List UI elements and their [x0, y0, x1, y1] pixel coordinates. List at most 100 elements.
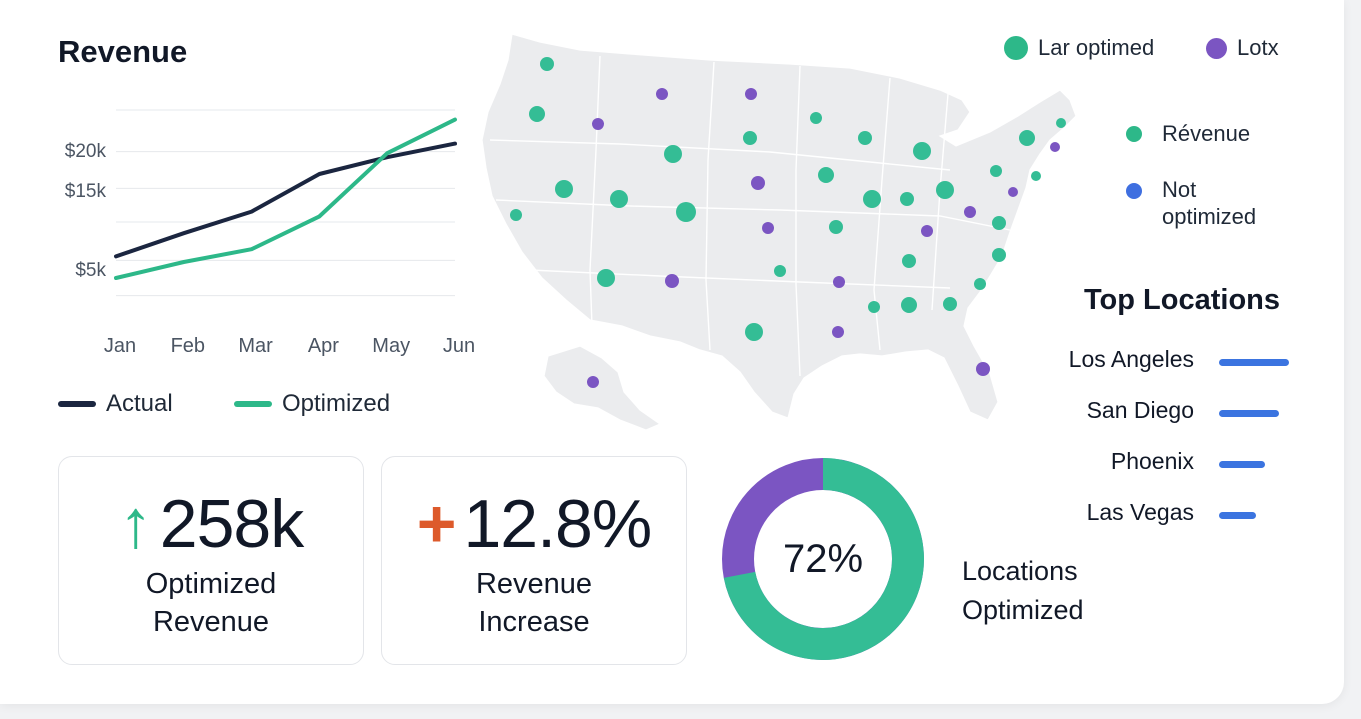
map-location-dot — [810, 112, 822, 124]
map-location-dot — [943, 297, 957, 311]
kpi-optimized-revenue-value: 258k — [159, 486, 304, 562]
map-location-dot — [901, 297, 917, 313]
map-location-dot — [902, 254, 916, 268]
top-location-row: Los Angeles — [1020, 346, 1300, 376]
map-location-dot — [664, 145, 682, 163]
map-location-dot — [745, 323, 763, 341]
map-location-dot — [1031, 171, 1041, 181]
top-locations-title: Top Locations — [1084, 284, 1281, 316]
top-location-name: Las Vegas — [1086, 499, 1194, 525]
map-location-dot — [529, 106, 545, 122]
top-location-row: Las Vegas — [1020, 499, 1300, 529]
kpi-label-line: Revenue — [152, 606, 270, 638]
kpi-optimized-revenue-card: ↑ 258k Optimized Revenue — [58, 456, 364, 665]
map-location-dot — [1019, 130, 1035, 146]
top-location-name: San Diego — [1086, 397, 1194, 423]
map-location-dot — [665, 274, 679, 288]
series-line-actual — [114, 141, 457, 259]
dashboard-card: Revenue $20k $15k $5k Jan Feb Mar Apr May Jun Ac… — [0, 0, 1344, 704]
kpi-revenue-increase-card: +12.8% Revenue Increase — [381, 456, 687, 665]
map-location-dot — [597, 269, 615, 287]
map-location-dot — [610, 190, 628, 208]
top-location-row: Phoenix — [1020, 448, 1300, 478]
legend-green-dot — [1004, 36, 1028, 60]
legend-line: Not — [1162, 177, 1197, 202]
map-location-dot — [913, 142, 931, 160]
map-legend-optimized: Lar optimed — [1004, 35, 1154, 61]
map-location-dot — [751, 176, 765, 190]
map-legend-revenue: Révenue — [1126, 121, 1250, 147]
kpi-revenue-increase-label: Revenue Increase — [382, 565, 686, 641]
kpi-revenue-increase-value-row: +12.8% — [382, 485, 686, 563]
legend-optimized-swatch — [234, 401, 272, 407]
map-location-dot — [745, 88, 757, 100]
revenue-title: Revenue — [58, 34, 188, 69]
revenue-line-chart: $20k $15k $5k Jan Feb Mar Apr May Jun — [65, 109, 475, 357]
us-locations-map — [481, 33, 1077, 431]
map-location-dot — [587, 376, 599, 388]
map-location-dot — [992, 216, 1006, 230]
us-map-landmass — [481, 33, 1077, 431]
kpi-revenue-increase-value: 12.8% — [463, 486, 652, 562]
donut-caption-line: Locations — [962, 556, 1078, 586]
map-location-dot — [774, 265, 786, 277]
map-legend-lotx: Lotx — [1206, 35, 1279, 61]
x-tick-label: Jan — [104, 335, 136, 357]
map-legend-revenue-label: Révenue — [1162, 121, 1251, 146]
arrow-up-icon: ↑ — [118, 486, 153, 562]
top-location-bar — [1219, 359, 1289, 366]
x-tick-label: Mar — [238, 335, 273, 357]
us-state-borders — [489, 55, 1011, 377]
kpi-label-line: Revenue — [475, 568, 593, 600]
legend-optimized: Optimized — [234, 390, 390, 418]
top-location-bar — [1219, 461, 1265, 468]
map-location-dot — [1056, 118, 1066, 128]
map-location-dot — [858, 131, 872, 145]
map-location-dot — [1008, 187, 1018, 197]
map-legend-optimized-label: Lar optimed — [1038, 35, 1155, 60]
top-location-bar — [1219, 410, 1279, 417]
plus-icon: + — [416, 486, 457, 562]
map-location-dot — [990, 165, 1002, 177]
map-location-dot — [863, 190, 881, 208]
map-location-dot — [976, 362, 990, 376]
map-location-dot — [829, 220, 843, 234]
x-tick-label: Jun — [443, 335, 475, 357]
map-location-dot — [762, 222, 774, 234]
x-tick-label: Apr — [308, 335, 339, 357]
map-location-dot — [964, 206, 976, 218]
series-line-optimized — [114, 117, 457, 280]
legend-not-optimized-dot — [1126, 183, 1142, 199]
donut-optimized-arc — [723, 458, 924, 660]
legend-optimized-label: Optimized — [282, 390, 391, 417]
legend-actual: Actual — [58, 390, 173, 418]
map-location-dot — [555, 180, 573, 198]
map-location-dot — [743, 131, 757, 145]
legend-actual-label: Actual — [106, 390, 173, 417]
x-tick-label: Feb — [171, 335, 205, 357]
map-location-dot — [1050, 142, 1060, 152]
map-legend-lotx-label: Lotx — [1237, 35, 1279, 60]
map-location-dot — [833, 276, 845, 288]
map-location-dot — [832, 326, 844, 338]
map-location-dot — [676, 202, 696, 222]
map-location-dot — [656, 88, 668, 100]
y-tick-label: $15k — [65, 181, 107, 202]
top-location-name: Los Angeles — [1068, 346, 1194, 372]
map-location-dot — [921, 225, 933, 237]
donut-caption: Locations Optimized — [962, 552, 1084, 630]
kpi-optimized-revenue-value-row: ↑ 258k — [59, 485, 363, 563]
map-location-dot — [936, 181, 954, 199]
y-tick-label: $5k — [75, 260, 106, 281]
map-location-dot — [818, 167, 834, 183]
legend-revenue-dot — [1126, 126, 1142, 142]
top-location-bar — [1219, 512, 1256, 519]
kpi-label-line: Increase — [478, 606, 590, 638]
map-location-dot — [592, 118, 604, 130]
map-location-dot — [900, 192, 914, 206]
map-location-dot — [540, 57, 554, 71]
legend-line: optimized — [1162, 204, 1257, 229]
map-legend-not-optimized-label: Not optimized — [1162, 176, 1256, 230]
map-location-dot — [510, 209, 522, 221]
kpi-optimized-revenue-label: Optimized Revenue — [59, 565, 363, 641]
